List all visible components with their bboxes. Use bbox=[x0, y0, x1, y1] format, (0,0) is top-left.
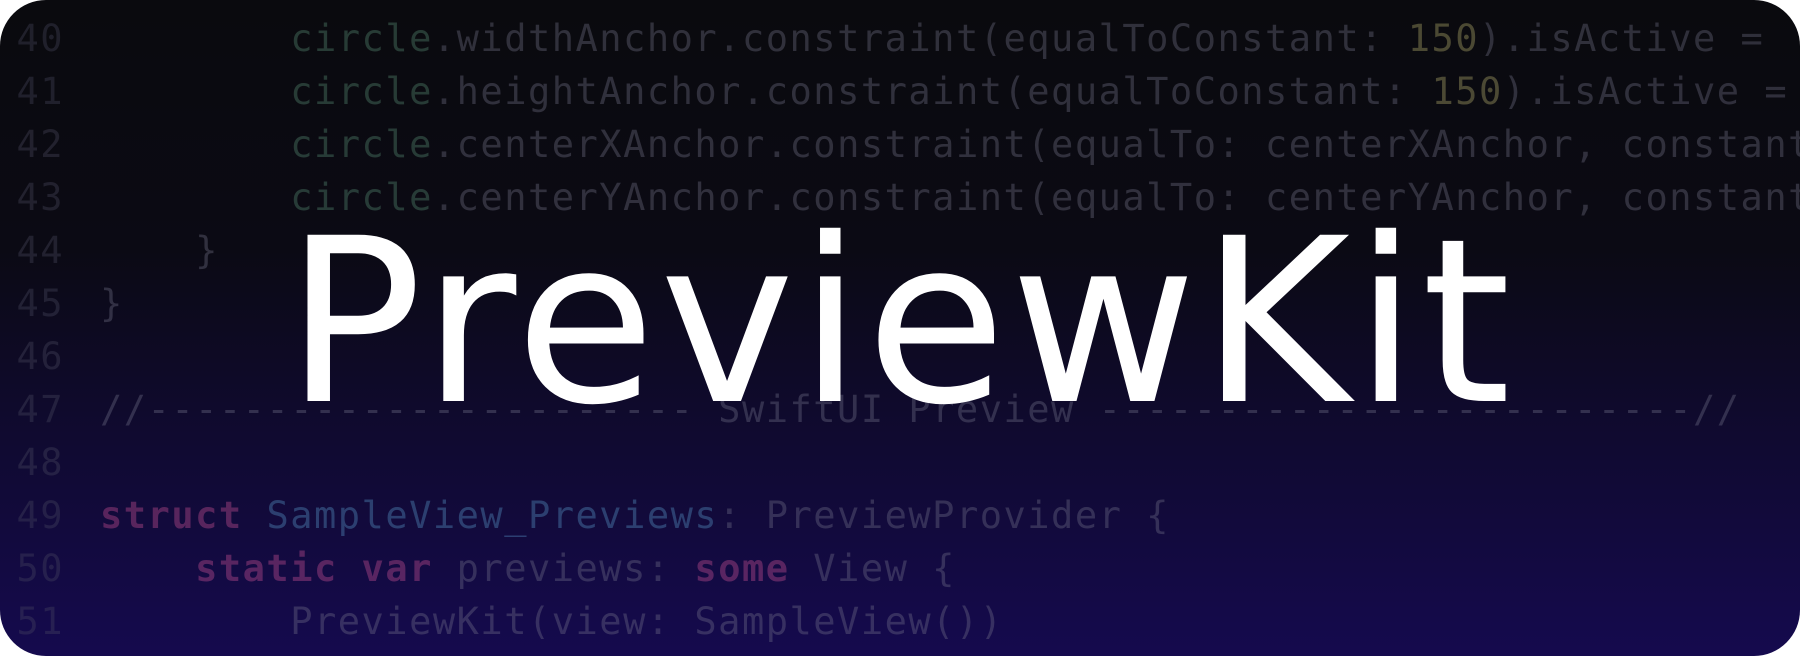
banner-title: PreviewKit bbox=[285, 189, 1515, 455]
code-text: circle.widthAnchor.constraint(equalToCon… bbox=[290, 17, 1789, 60]
line-number: 49 bbox=[16, 494, 64, 537]
line-number: 40 bbox=[16, 17, 64, 60]
code-text: PreviewKit(view: SampleView()) bbox=[100, 600, 1004, 643]
code-text: circle.centerYAnchor.constraint(equalTo:… bbox=[290, 176, 1800, 219]
code-text: } bbox=[100, 282, 124, 325]
code-text: struct SampleView_Previews: PreviewProvi… bbox=[100, 494, 1170, 537]
line-number: 41 bbox=[16, 70, 64, 113]
line-number: 43 bbox=[16, 176, 64, 219]
line-number: 44 bbox=[16, 229, 64, 272]
code-text: static var previews: some View { bbox=[195, 547, 956, 590]
code-text: circle.heightAnchor.constraint(equalToCo… bbox=[290, 70, 1789, 113]
code-text: } bbox=[100, 229, 219, 272]
line-number: 45 bbox=[16, 282, 64, 325]
line-number: 46 bbox=[16, 335, 64, 378]
line-number: 50 bbox=[16, 547, 64, 590]
code-text: circle.centerXAnchor.constraint(equalTo:… bbox=[290, 123, 1800, 166]
line-number: 51 bbox=[16, 600, 64, 643]
line-number: 42 bbox=[16, 123, 64, 166]
line-number: 47 bbox=[16, 388, 64, 431]
line-number: 48 bbox=[16, 441, 64, 484]
code-text: //----------------------- SwiftUI Previe… bbox=[100, 388, 1741, 431]
